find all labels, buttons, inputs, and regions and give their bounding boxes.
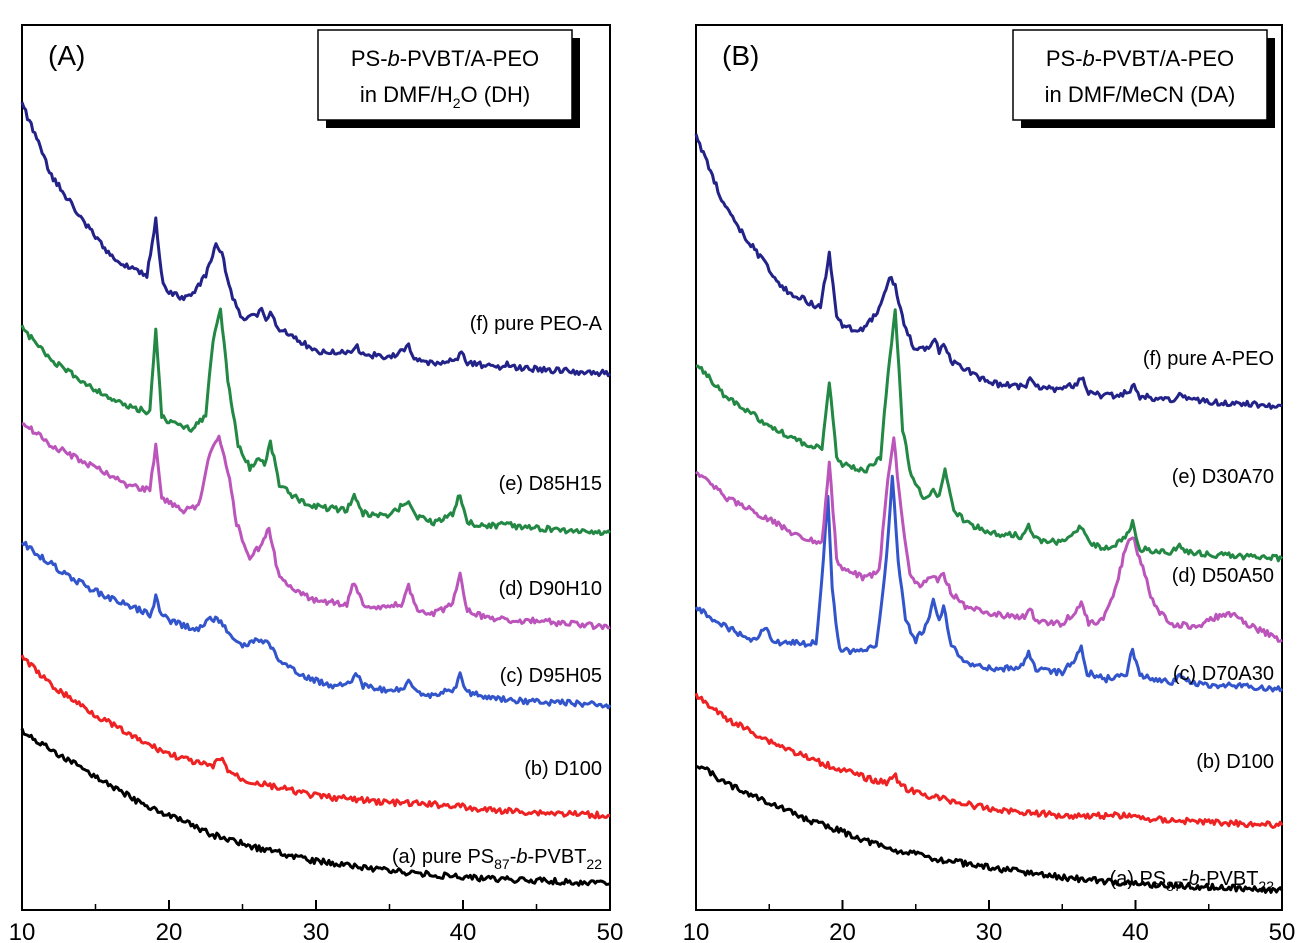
series-label-2: (c) D70A30: [1173, 663, 1274, 685]
series-line-4: [20, 307, 612, 537]
series-line-1: [20, 654, 611, 820]
series-label-2: (c) D95H05: [500, 665, 602, 687]
x-tick-label: 20: [156, 919, 183, 943]
series-label-3: (d) D90H10: [499, 578, 602, 600]
legend-line-1: PS-b-PVBT/A-PEO: [351, 46, 539, 71]
x-tick-label: 40: [450, 919, 477, 943]
series-line-1: [694, 692, 1284, 829]
series-label-5: (f) pure A-PEO: [1143, 348, 1274, 370]
x-tick-label: 10: [683, 919, 710, 943]
series-label-1: (b) D100: [524, 758, 602, 780]
series-line-2: [20, 540, 612, 710]
series-label-0: (a) PS87-b-PVBT22: [1109, 868, 1274, 894]
legend-line-2: in DMF/MeCN (DA): [1045, 82, 1236, 107]
series-line-2: [694, 474, 1284, 693]
panel-label: (B): [722, 40, 759, 71]
x-tick-label: 20: [829, 919, 856, 943]
series-line-3: [695, 436, 1283, 643]
legend-box: [1012, 29, 1268, 121]
series-line-5: [694, 133, 1283, 410]
series-label-1: (b) D100: [1196, 751, 1274, 773]
series-label-3: (d) D50A50: [1172, 565, 1274, 587]
x-tick-label: 30: [303, 919, 330, 943]
legend-line-1: PS-b-PVBT/A-PEO: [1046, 46, 1234, 71]
series-label-5: (f) pure PEO-A: [470, 313, 603, 335]
legend-box: [317, 29, 573, 121]
series-line-4: [695, 308, 1284, 563]
x-tick-label: 40: [1122, 919, 1149, 943]
series-label-4: (e) D85H15: [499, 473, 602, 495]
x-tick-label: 50: [1269, 919, 1296, 943]
x-tick-label: 50: [597, 919, 624, 943]
series-line-0: [695, 764, 1284, 894]
x-tick-label: 10: [9, 919, 36, 943]
series-line-5: [20, 101, 612, 378]
panel-label: (A): [48, 40, 85, 71]
legend-line-2: in DMF/H2O (DH): [360, 82, 530, 111]
series-label-0: (a) pure PS87-b-PVBT22: [392, 846, 602, 872]
panel-b: 10 20 30 40 50 (B) PS-b-PVBT/A-PEO in DMF/MeCN …: [683, 24, 1296, 943]
plot-frame: [21, 24, 611, 911]
series-label-4: (e) D30A70: [1172, 466, 1274, 488]
series-line-0: [20, 728, 611, 887]
series-line-3: [21, 422, 611, 631]
x-tick-label: 30: [976, 919, 1003, 943]
panel-a: 10 20 30 40 50 (A) PS-b-PVBT/A-PEO in DMF/H2O (…: [9, 24, 624, 943]
